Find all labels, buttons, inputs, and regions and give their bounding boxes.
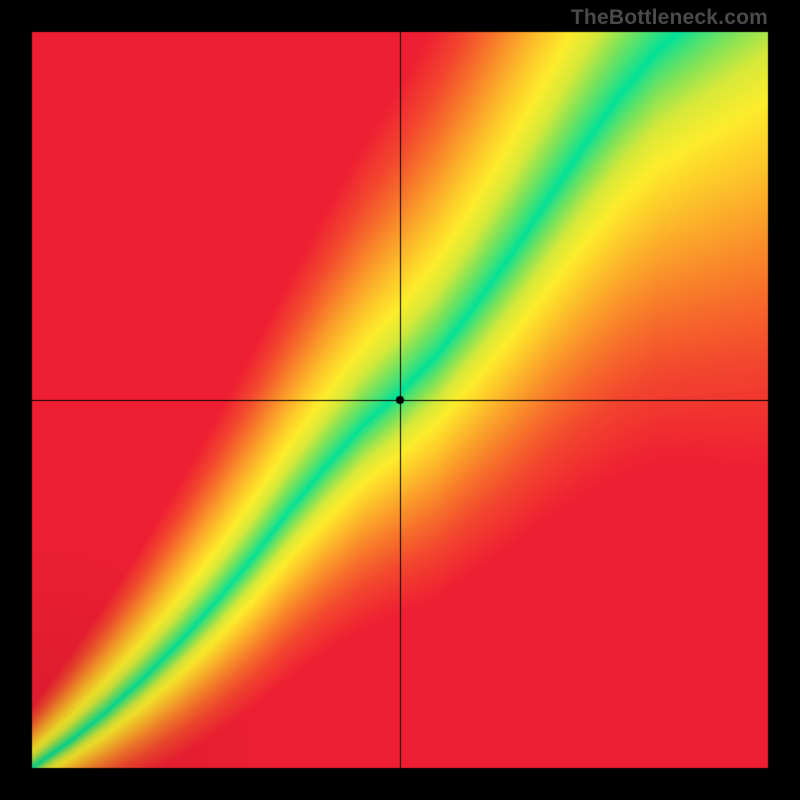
bottleneck-heatmap (0, 0, 800, 800)
chart-stage: TheBottleneck.com (0, 0, 800, 800)
watermark-text: TheBottleneck.com (571, 6, 768, 30)
